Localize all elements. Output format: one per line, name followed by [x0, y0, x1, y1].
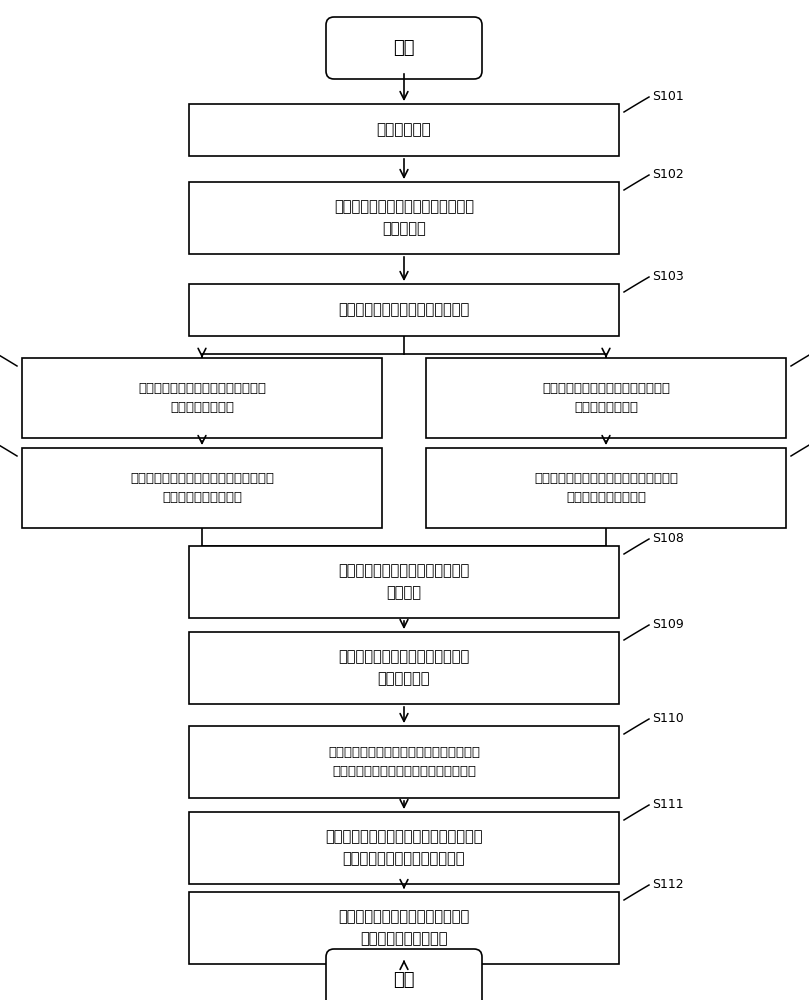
Text: 计算所有处于运行状态的室内机的
标称能力之和: 计算所有处于运行状态的室内机的 标称能力之和 [338, 649, 470, 687]
Text: S110: S110 [652, 712, 684, 726]
Bar [22, 448, 382, 528]
Bar [189, 812, 619, 884]
Text: S111: S111 [652, 798, 684, 812]
Bar [189, 632, 619, 704]
Bar [22, 358, 382, 438]
Text: 根据室外温度确定多联机空调机组的
目标过热度: 根据室外温度确定多联机空调机组的 目标过热度 [334, 199, 474, 237]
Text: 如果目标过热度小于当前过热度，则
减小过冷阀的开度: 如果目标过热度小于当前过热度，则 减小过冷阀的开度 [542, 382, 670, 414]
Text: 获取所有处于运行状态的室内机的
标称能力: 获取所有处于运行状态的室内机的 标称能力 [338, 563, 470, 601]
Text: S103: S103 [652, 270, 684, 284]
Bar [189, 892, 619, 964]
Text: S112: S112 [652, 879, 684, 892]
Bar [189, 182, 619, 254]
Text: 根据比值、室外温度和多联机空调机组的
当前运行模式确定目标蒸发温度: 根据比值、室外温度和多联机空调机组的 当前运行模式确定目标蒸发温度 [325, 829, 483, 867]
Text: 如果目标过热度大于当前过热度，则
增大过冷阀的开度: 如果目标过热度大于当前过热度，则 增大过冷阀的开度 [138, 382, 266, 414]
Bar [189, 284, 619, 336]
Text: 计算所有处于运行状态的室内机的标称能力
之和与所有室内机的标称能力之和的比值: 计算所有处于运行状态的室内机的标称能力 之和与所有室内机的标称能力之和的比值 [328, 746, 480, 778]
Bar [189, 726, 619, 798]
Text: S102: S102 [652, 168, 684, 182]
Text: 获取多联机空调机组的当前过热度: 获取多联机空调机组的当前过热度 [338, 302, 470, 318]
Bar [189, 104, 619, 156]
Text: S109: S109 [652, 618, 684, 632]
FancyBboxPatch shape [326, 949, 482, 1000]
Text: 根据目标过热度与当前过热度的差值大小
确定过冷阀的增大速度: 根据目标过热度与当前过热度的差值大小 确定过冷阀的增大速度 [130, 472, 274, 504]
FancyBboxPatch shape [326, 17, 482, 79]
Text: 结束: 结束 [393, 971, 415, 989]
Text: 根据确定出的目标蒸发温度，调节
变频压缩机的运行频率: 根据确定出的目标蒸发温度，调节 变频压缩机的运行频率 [338, 909, 470, 947]
Bar [426, 448, 786, 528]
Text: S108: S108 [652, 532, 684, 546]
Text: 获取室外温度: 获取室外温度 [377, 122, 431, 137]
Text: 根据当前过热度与目标过热度的差值大小
确定过冷阀的减小速度: 根据当前过热度与目标过热度的差值大小 确定过冷阀的减小速度 [534, 472, 678, 504]
Bar [189, 546, 619, 618]
Bar [426, 358, 786, 438]
Text: 开始: 开始 [393, 39, 415, 57]
Text: S101: S101 [652, 91, 684, 104]
